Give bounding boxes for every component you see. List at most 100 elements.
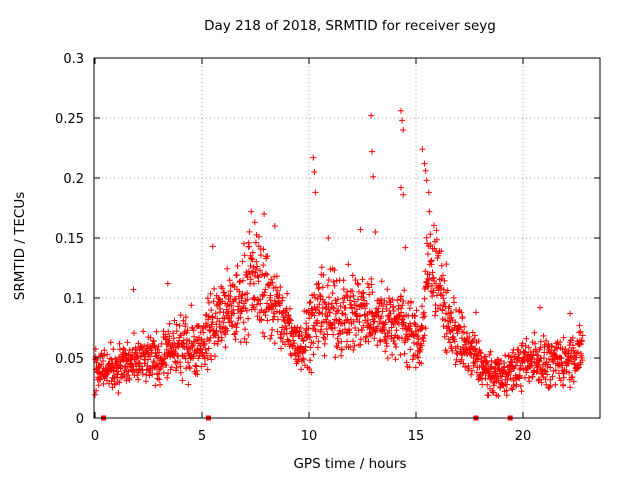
data-point <box>180 340 187 347</box>
data-point <box>104 371 111 378</box>
data-point <box>254 301 260 308</box>
data-point <box>166 320 173 327</box>
data-point <box>429 282 435 289</box>
data-point <box>472 309 479 316</box>
x-tick-label: 10 <box>301 429 318 444</box>
data-point <box>442 317 449 324</box>
data-point <box>546 384 553 391</box>
data-point <box>470 362 477 369</box>
data-point <box>355 296 361 303</box>
data-point <box>406 364 413 371</box>
data-point <box>349 272 356 279</box>
data-point <box>116 379 123 386</box>
data-point <box>357 341 364 348</box>
data-point <box>151 342 158 349</box>
data-point <box>488 376 495 382</box>
data-point <box>426 276 433 283</box>
data-point <box>157 381 164 388</box>
data-point <box>432 302 439 309</box>
data-point <box>529 354 536 361</box>
data-point <box>207 334 214 341</box>
data-point <box>554 345 561 352</box>
data-point <box>311 169 318 175</box>
data-point <box>198 363 205 370</box>
data-point <box>540 332 547 339</box>
data-point <box>194 371 201 378</box>
data-point <box>184 327 191 334</box>
data-point <box>220 319 227 326</box>
data-point <box>216 318 223 325</box>
data-point <box>241 335 248 342</box>
data-point <box>170 330 176 337</box>
data-point <box>319 305 326 311</box>
data-point <box>200 329 207 336</box>
data-point <box>95 382 102 389</box>
y-tick-label: 0 <box>76 412 84 427</box>
data-point <box>333 300 340 307</box>
data-point <box>334 296 341 303</box>
data-point <box>400 298 407 305</box>
data-point <box>231 283 238 290</box>
data-point <box>372 229 379 235</box>
data-point <box>366 291 373 298</box>
data-point <box>149 371 156 378</box>
data-point <box>377 338 384 345</box>
data-point <box>284 290 291 297</box>
data-point <box>267 292 274 299</box>
data-point <box>277 302 283 309</box>
data-point <box>393 327 400 334</box>
data-point <box>261 333 268 340</box>
data-point <box>275 316 281 323</box>
data-point <box>316 301 323 308</box>
data-point <box>270 310 277 317</box>
data-point <box>228 302 235 309</box>
data-point <box>282 314 288 321</box>
data-point <box>412 364 419 371</box>
data-point <box>399 117 406 124</box>
data-point <box>392 356 399 363</box>
data-point <box>579 332 586 339</box>
data-point <box>213 327 220 334</box>
data-point <box>347 343 354 350</box>
data-point <box>239 258 246 265</box>
data-point <box>325 301 332 308</box>
data-point <box>107 339 114 346</box>
data-point <box>513 381 520 388</box>
data-point <box>319 284 326 291</box>
data-point <box>485 367 491 373</box>
data-point <box>482 353 489 360</box>
y-axis-label: SRMTID / TECUs <box>12 191 28 301</box>
data-point <box>474 369 480 376</box>
data-point <box>185 359 191 366</box>
data-point <box>569 374 576 380</box>
data-point <box>355 288 362 295</box>
data-point <box>287 316 294 323</box>
data-point <box>521 358 528 365</box>
data-point <box>386 327 393 334</box>
data-point <box>566 357 572 364</box>
data-point <box>133 350 140 357</box>
data-point <box>313 333 320 340</box>
data-point <box>243 307 250 314</box>
data-point <box>248 208 255 215</box>
data-point <box>204 295 211 302</box>
data-point <box>247 276 254 283</box>
data-point <box>360 289 367 296</box>
data-point <box>100 358 107 364</box>
data-point <box>525 344 532 351</box>
data-point <box>363 333 370 340</box>
data-point <box>544 371 551 378</box>
data-point <box>398 309 405 316</box>
axis-ticks: 0 0.05 0.1 0.15 0.2 0.25 0.3 0 5 10 15 20 <box>55 52 600 444</box>
data-point <box>260 262 267 269</box>
data-point <box>354 280 361 287</box>
data-point <box>403 359 410 366</box>
data-point <box>260 292 267 299</box>
data-point <box>364 280 371 287</box>
data-point <box>485 392 492 399</box>
data-point <box>108 378 115 385</box>
data-point <box>439 306 446 313</box>
data-point <box>318 264 325 271</box>
data-point <box>249 256 256 263</box>
data-point <box>135 376 142 383</box>
